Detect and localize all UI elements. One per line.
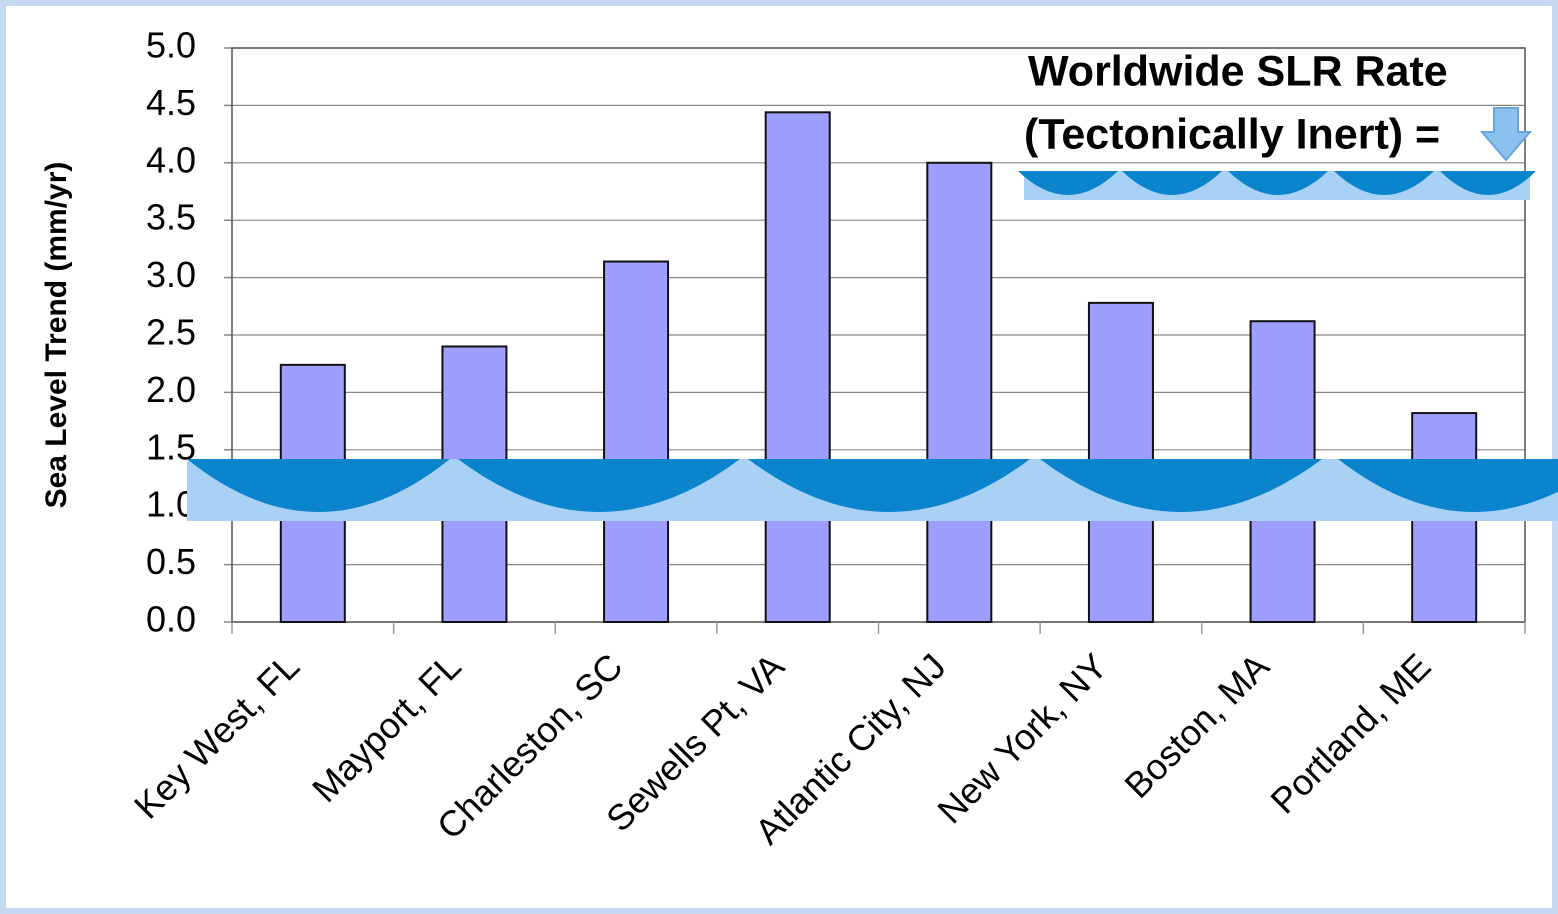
wave-scallop	[1334, 171, 1434, 195]
wave-scallop	[1228, 171, 1328, 195]
wave-scallop	[1040, 459, 1322, 512]
bar	[603, 260, 670, 623]
y-axis-label: Sea Level Trend (mm/yr)	[40, 162, 73, 509]
y-tick-label: 4.0	[146, 139, 196, 180]
y-tick-label: 4.5	[146, 82, 196, 123]
bar	[926, 161, 993, 624]
annotation: (Tectonically Inert) =	[1024, 110, 1440, 158]
annotation: Worldwide SLR Rate	[1028, 47, 1448, 95]
bar	[764, 111, 831, 624]
y-tick-label: 3.5	[146, 197, 196, 238]
wave-overlay	[187, 171, 1558, 521]
wave-scallop	[1122, 171, 1222, 195]
y-tick-label: 0.5	[146, 541, 196, 582]
arrow-icon	[1479, 107, 1533, 162]
y-tick-label: 3.0	[146, 254, 196, 295]
y-tick-label: 0.0	[146, 599, 196, 640]
y-tick-label: 2.0	[146, 369, 196, 410]
wave-scallop	[1440, 171, 1536, 195]
wave-scallop	[1338, 459, 1558, 512]
wave-scallop	[748, 459, 1030, 512]
wave-scallop	[187, 459, 450, 512]
y-tick-label: 2.5	[146, 312, 196, 353]
y-tick-label: 5.0	[146, 25, 196, 66]
wave-scallop	[458, 459, 740, 512]
wave-scallop	[1018, 171, 1118, 195]
